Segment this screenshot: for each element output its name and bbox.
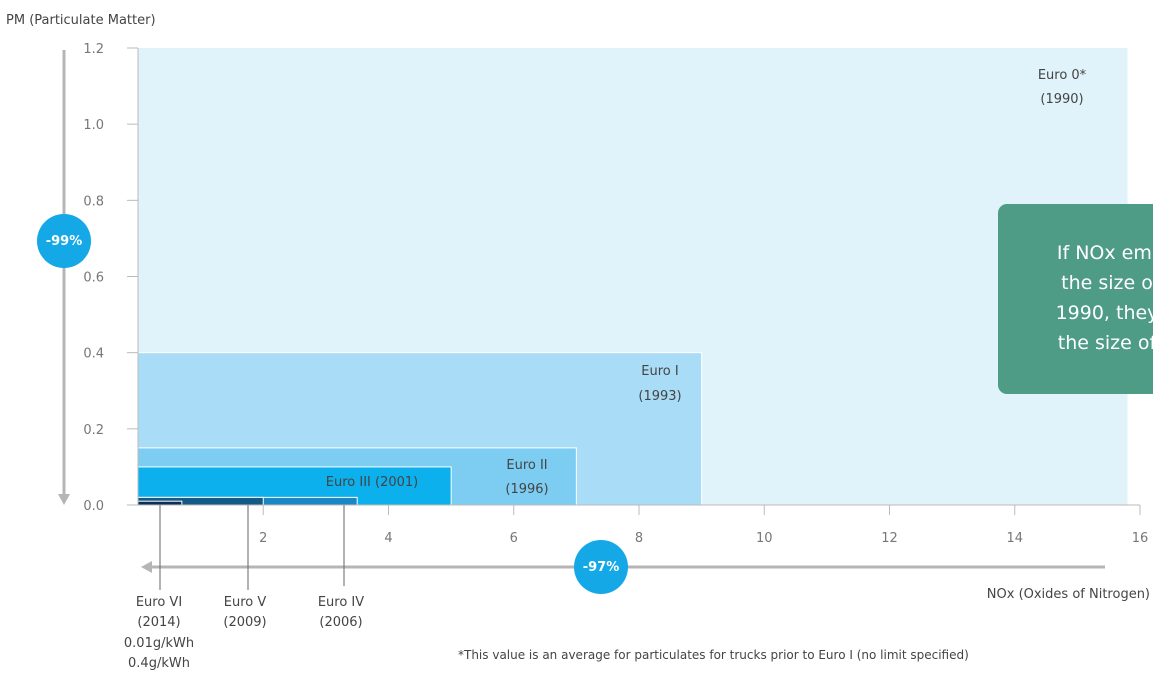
euro1-label: Euro I — [641, 364, 678, 379]
y-tick-label: 0.4 — [83, 347, 104, 362]
footnote: *This value is an average for particulat… — [458, 648, 969, 662]
euro6-pm-value: 0.01g/kWh — [124, 636, 194, 651]
euro6-year: (2014) — [137, 615, 180, 630]
euro2-year: (1996) — [505, 482, 548, 497]
y-tick-label: 0.8 — [83, 194, 104, 209]
x-tick-label: 12 — [881, 531, 898, 546]
euro0-label: Euro 0* — [1038, 68, 1087, 83]
standard-area-euro-vi — [137, 500, 183, 506]
euro2-label: Euro II — [506, 458, 547, 473]
x-tick-label: 6 — [510, 531, 518, 546]
pm-reduction-badge: -99% — [37, 214, 91, 268]
y-ticks: 0.0 0.2 0.4 0.6 0.8 1.0 1.2 — [83, 42, 138, 514]
euro4-year: (2006) — [319, 615, 362, 630]
euro1-year: (1993) — [638, 389, 681, 404]
euro6-nox-value: 0.4g/kWh — [128, 656, 190, 671]
nox-arrow-head — [141, 561, 152, 573]
euro5-label: Euro V — [224, 595, 267, 610]
x-axis-title: NOx (Oxides of Nitrogen) — [987, 587, 1150, 602]
y-tick-label: 1.2 — [83, 42, 104, 57]
x-tick-label: 14 — [1006, 531, 1023, 546]
x-tick-label: 16 — [1132, 531, 1149, 546]
pm-arrow-head — [58, 494, 70, 505]
x-ticks: 2 4 6 8 10 12 14 16 — [259, 505, 1148, 546]
x-tick-label: 10 — [756, 531, 773, 546]
nox-reduction-badge: -97% — [574, 540, 628, 594]
x-tick-label: 8 — [635, 531, 643, 546]
euro3-label: Euro III (2001) — [326, 475, 418, 490]
y-axis-title: PM (Particulate Matter) — [6, 13, 156, 28]
x-tick-label: 4 — [384, 531, 392, 546]
callout-box: If NOx emi the size o 1990, they the siz… — [998, 204, 1153, 394]
y-tick-label: 0.6 — [83, 271, 104, 286]
euro4-label: Euro IV — [318, 595, 364, 610]
euro0-year: (1990) — [1040, 92, 1083, 107]
x-tick-label: 2 — [259, 531, 267, 546]
euro5-year: (2009) — [223, 615, 266, 630]
standard-areas — [137, 48, 1128, 506]
y-tick-label: 1.0 — [83, 118, 104, 133]
y-tick-label: 0.2 — [83, 423, 104, 438]
euro6-label: Euro VI — [136, 595, 182, 610]
y-tick-label: 0.0 — [83, 499, 104, 514]
